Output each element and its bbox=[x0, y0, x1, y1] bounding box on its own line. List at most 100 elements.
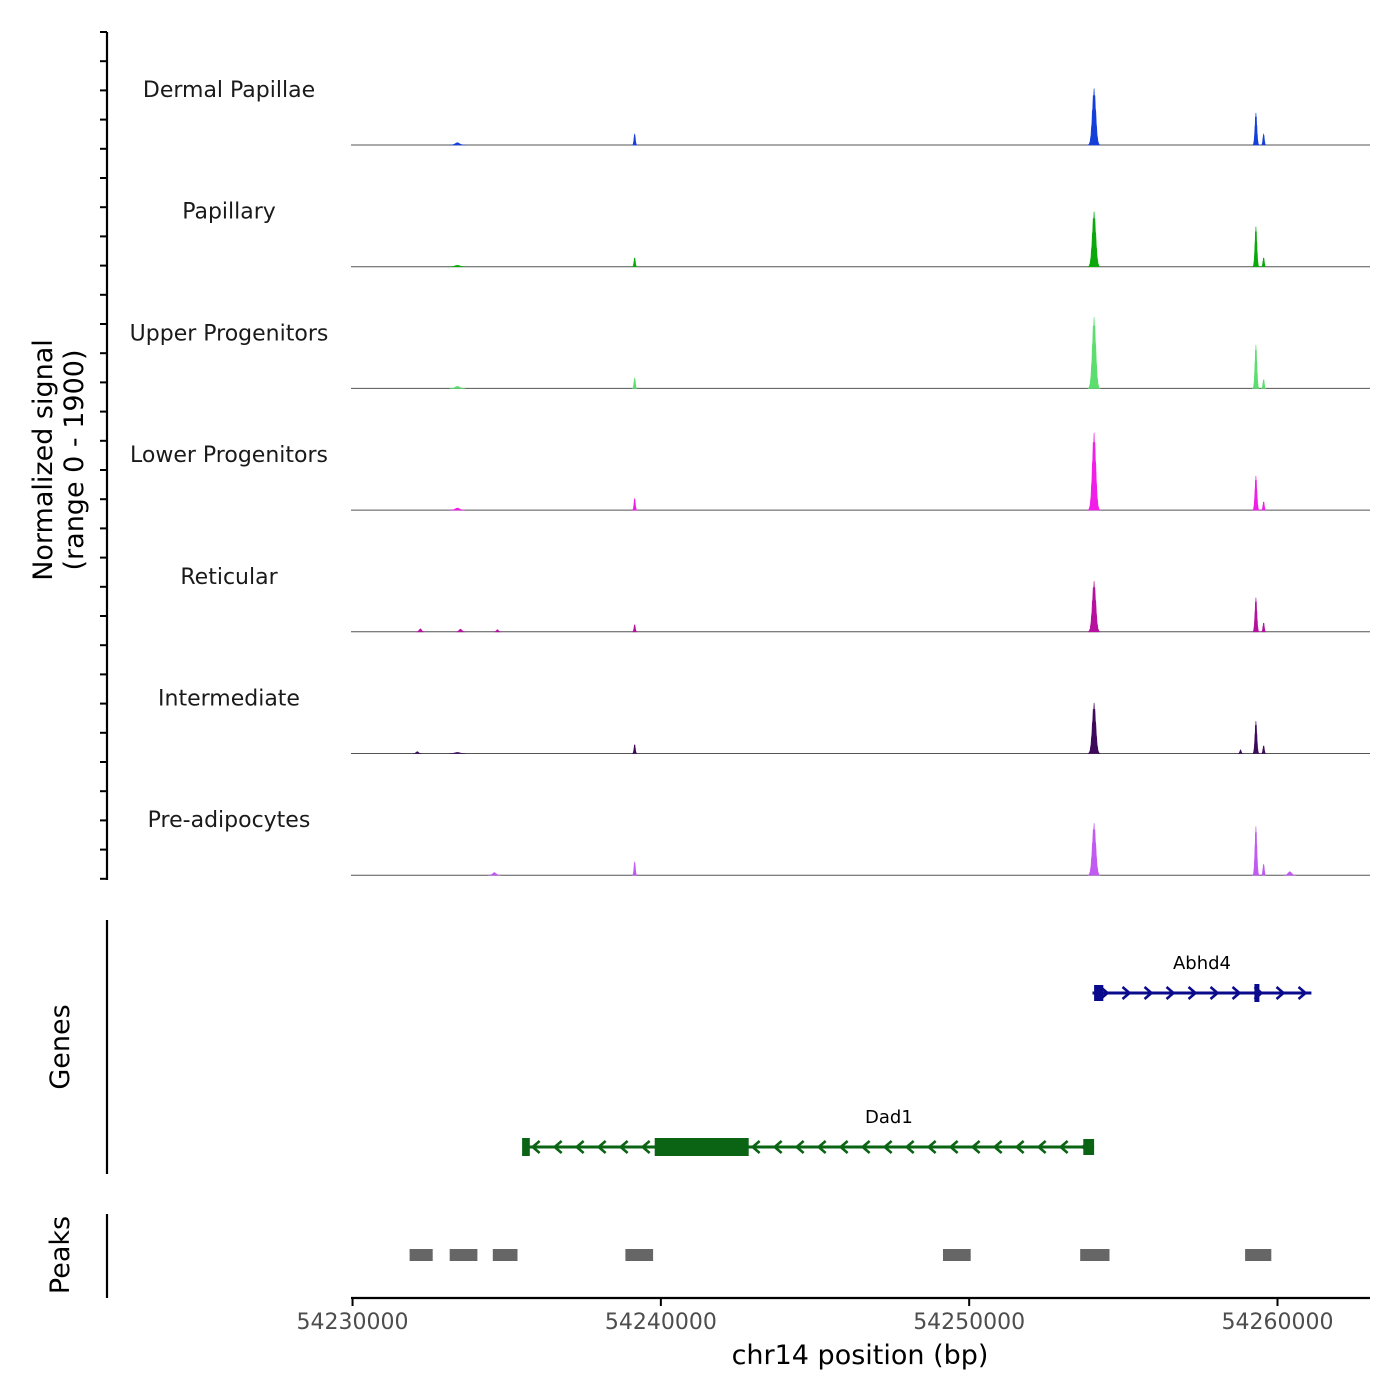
signal-peak bbox=[632, 133, 638, 146]
signal-peak bbox=[449, 264, 466, 267]
gene-track: Abhd4 Dad1 bbox=[522, 953, 1312, 1156]
strand-arrow bbox=[1143, 986, 1154, 1000]
signal-peak bbox=[1087, 823, 1101, 876]
strand-arrow bbox=[1231, 986, 1242, 1000]
signal-peak bbox=[1252, 597, 1260, 633]
peak-region bbox=[492, 1249, 518, 1261]
peak-region bbox=[625, 1249, 654, 1261]
signal-peak bbox=[493, 629, 502, 633]
strand-arrow bbox=[596, 1140, 607, 1154]
signal-peak bbox=[632, 498, 638, 511]
signal-peak bbox=[413, 751, 422, 754]
track-pre-adipocytes: Pre-adipocytes bbox=[148, 808, 1370, 876]
signal-peak bbox=[449, 142, 466, 146]
strand-arrow bbox=[530, 1140, 541, 1154]
strand-arrow bbox=[1209, 986, 1220, 1000]
signal-y-axis-ticks bbox=[100, 31, 107, 880]
signal-peak bbox=[1261, 622, 1267, 633]
track-label: Dermal Papillae bbox=[143, 78, 315, 103]
x-tick-label: 54260000 bbox=[1222, 1310, 1334, 1335]
track-dermal-papillae: Dermal Papillae bbox=[143, 78, 1370, 146]
signal-tracks: Dermal Papillae Papillary Upper Progenitor… bbox=[130, 78, 1370, 876]
gene-dad1: Dad1 bbox=[522, 1107, 1095, 1156]
track-reticular: Reticular bbox=[180, 565, 1370, 633]
strand-arrow bbox=[574, 1140, 585, 1154]
signal-peak bbox=[1261, 257, 1267, 267]
gene-label: Dad1 bbox=[865, 1107, 913, 1128]
strand-arrow bbox=[618, 1140, 629, 1154]
track-label: Pre-adipocytes bbox=[148, 808, 311, 833]
signal-peak bbox=[1261, 379, 1267, 389]
signal-peak bbox=[449, 507, 466, 511]
gene-exon bbox=[1254, 984, 1260, 1002]
signal-peak bbox=[1261, 745, 1267, 754]
peak-region bbox=[1080, 1249, 1110, 1261]
strand-arrow bbox=[882, 1140, 893, 1154]
peak-region bbox=[943, 1249, 971, 1261]
track-upper-progenitors: Upper Progenitors bbox=[130, 316, 1370, 389]
x-axis-title: chr14 position (bp) bbox=[732, 1340, 989, 1371]
track-label: Intermediate bbox=[158, 687, 300, 712]
strand-arrow bbox=[750, 1140, 761, 1154]
track-label: Lower Progenitors bbox=[130, 443, 328, 468]
gene-exon bbox=[522, 1138, 530, 1156]
peak-region bbox=[409, 1249, 433, 1261]
signal-peak bbox=[449, 385, 466, 389]
strand-arrow bbox=[772, 1140, 783, 1154]
signal-peak bbox=[1251, 344, 1261, 389]
signal-peak bbox=[632, 257, 638, 267]
gene-label: Abhd4 bbox=[1173, 953, 1231, 974]
track-label: Reticular bbox=[180, 565, 278, 590]
signal-peak bbox=[1087, 316, 1101, 389]
signal-peak bbox=[632, 377, 638, 389]
signal-y-axis-title-line2: (range 0 - 1900) bbox=[59, 350, 90, 571]
gene-exon bbox=[1094, 985, 1104, 1001]
strand-arrow bbox=[1036, 1140, 1047, 1154]
strand-arrow bbox=[1297, 986, 1308, 1000]
signal-peak bbox=[449, 751, 466, 754]
peak-region bbox=[449, 1249, 478, 1261]
signal-peak bbox=[1252, 112, 1260, 146]
signal-peak bbox=[416, 628, 425, 633]
strand-arrow bbox=[1187, 986, 1198, 1000]
x-axis: 54230000 54240000 54250000 54260000 bbox=[297, 1298, 1334, 1335]
track-papillary: Papillary bbox=[182, 200, 1370, 268]
strand-arrow bbox=[1275, 986, 1286, 1000]
gene-exon bbox=[1083, 1139, 1095, 1155]
gene-exon bbox=[654, 1138, 749, 1156]
signal-peak bbox=[455, 628, 466, 633]
signal-peak bbox=[1087, 581, 1101, 633]
track-intermediate: Intermediate bbox=[158, 687, 1370, 754]
x-tick-label: 54230000 bbox=[297, 1310, 409, 1335]
track-label: Upper Progenitors bbox=[130, 321, 329, 346]
signal-peak bbox=[1252, 475, 1260, 511]
strand-arrow bbox=[970, 1140, 981, 1154]
signal-peak bbox=[488, 872, 501, 876]
signal-peak bbox=[1252, 226, 1260, 267]
strand-arrow bbox=[948, 1140, 959, 1154]
peaks-y-axis-title: Peaks bbox=[45, 1216, 76, 1294]
strand-arrow bbox=[860, 1140, 871, 1154]
track-lower-progenitors: Lower Progenitors bbox=[130, 432, 1370, 511]
strand-arrow bbox=[992, 1140, 1003, 1154]
strand-arrow bbox=[926, 1140, 937, 1154]
signal-peak bbox=[632, 624, 638, 633]
strand-arrow bbox=[838, 1140, 849, 1154]
strand-arrow bbox=[904, 1140, 915, 1154]
signal-peak bbox=[1261, 133, 1267, 146]
signal-peak bbox=[1238, 748, 1243, 754]
signal-peak bbox=[1087, 432, 1102, 511]
signal-peak bbox=[1251, 826, 1261, 876]
strand-arrow bbox=[1165, 986, 1176, 1000]
strand-arrow bbox=[794, 1140, 805, 1154]
signal-y-axis-title-line1: Normalized signal bbox=[28, 339, 59, 581]
strand-arrow bbox=[1014, 1140, 1025, 1154]
signal-peak bbox=[1261, 501, 1267, 511]
strand-arrow bbox=[552, 1140, 563, 1154]
signal-peak bbox=[1087, 702, 1101, 754]
signal-peak bbox=[1283, 871, 1296, 876]
gene-abhd4: Abhd4 bbox=[1092, 953, 1312, 1002]
track-label: Papillary bbox=[182, 200, 276, 225]
x-tick-label: 54250000 bbox=[913, 1310, 1025, 1335]
